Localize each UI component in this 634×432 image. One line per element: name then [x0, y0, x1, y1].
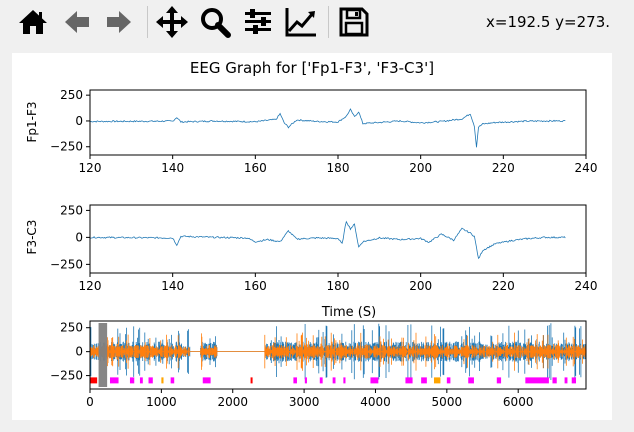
annotation-marker	[468, 377, 474, 384]
fp1-f3-axes	[89, 89, 587, 156]
x-tick-label: 200	[409, 161, 432, 175]
annotation-marker	[139, 377, 143, 384]
annotation-marker	[161, 377, 164, 384]
x-tick-label: 160	[244, 279, 267, 293]
pan-icon[interactable]	[155, 4, 189, 40]
y-tick-label: −250	[50, 369, 83, 383]
annotation-marker	[446, 377, 451, 384]
y-tick-label: 0	[75, 345, 83, 359]
edit-axis-icon[interactable]	[284, 4, 318, 40]
annotation-marker	[148, 377, 153, 384]
toolbar-separator	[147, 6, 148, 38]
x-tick-label: 180	[327, 161, 350, 175]
annotation-marker	[319, 377, 323, 384]
x-tick-label: 3000	[289, 395, 320, 409]
fp1-f3-panel: Fp1-F3 120 140 160 180 200 220 240 250 0 −250	[25, 88, 597, 175]
annotation-marker	[129, 377, 135, 384]
x-tick-label: 5000	[432, 395, 463, 409]
annotation-marker	[170, 377, 175, 384]
y-tick-label: −250	[50, 257, 83, 271]
fp1-f3-trace	[89, 108, 566, 148]
overview-trace-2	[89, 332, 587, 371]
y-tick-label: 250	[60, 321, 83, 335]
annotation-marker	[564, 377, 568, 384]
f3-c3-axes	[89, 204, 587, 274]
fp1-f3-ylabel: Fp1-F3	[25, 101, 39, 142]
x-tick-label: 160	[244, 161, 267, 175]
overview-selection-window[interactable]	[98, 323, 108, 387]
annotation-marker	[202, 377, 211, 384]
x-tick-label: 200	[409, 279, 432, 293]
time-xlabel: Time (S)	[321, 305, 376, 320]
x-tick-label: 220	[492, 161, 515, 175]
y-tick-label: 250	[60, 203, 83, 217]
annotation-marker	[496, 377, 502, 384]
x-tick-label: 4000	[360, 395, 391, 409]
eeg-figure: EEG Graph for ['Fp1-F3', 'F3-C3'] Fp1-F3…	[25, 59, 597, 409]
figure-canvas[interactable]: EEG Graph for ['Fp1-F3', 'F3-C3'] Fp1-F3…	[12, 53, 612, 420]
f3-c3-ylabel: F3-C3	[25, 220, 39, 255]
x-tick-label: 0	[86, 395, 94, 409]
annotation-marker	[525, 377, 549, 384]
annotation-marker	[552, 377, 557, 384]
x-tick-label: 1000	[146, 395, 177, 409]
forward-icon[interactable]	[102, 4, 136, 40]
y-tick-label: 250	[60, 88, 83, 102]
x-tick-label: 240	[575, 161, 598, 175]
annotation-marker	[250, 377, 253, 384]
x-tick-label: 2000	[217, 395, 248, 409]
y-tick-label: 0	[75, 230, 83, 244]
y-tick-label: −250	[50, 140, 83, 154]
overview-axes	[89, 320, 587, 390]
chart-title: EEG Graph for ['Fp1-F3', 'F3-C3']	[190, 59, 434, 77]
x-tick-label: 240	[575, 279, 598, 293]
annotation-marker	[433, 377, 441, 384]
x-tick-label: 140	[161, 279, 184, 293]
annotation-marker	[421, 377, 427, 384]
zoom-icon[interactable]	[198, 4, 232, 40]
toolbar: x=192.5 y=273.	[0, 0, 634, 46]
x-tick-label: 120	[79, 279, 102, 293]
x-tick-label: 6000	[503, 395, 534, 409]
x-tick-label: 220	[492, 279, 515, 293]
configure-subplots-icon[interactable]	[241, 4, 275, 40]
x-tick-label: 140	[161, 161, 184, 175]
cursor-coordinates: x=192.5 y=273.	[486, 13, 610, 31]
back-icon[interactable]	[60, 4, 94, 40]
f3-c3-trace	[90, 220, 566, 260]
x-tick-label: 120	[79, 161, 102, 175]
toolbar-separator	[328, 6, 329, 38]
annotation-marker	[343, 377, 346, 384]
annotation-marker	[109, 377, 119, 384]
annotation-marker	[370, 377, 379, 384]
save-icon[interactable]	[337, 4, 371, 40]
annotation-marker	[90, 377, 98, 384]
y-tick-label: 0	[75, 114, 83, 128]
annotation-marker	[571, 377, 577, 384]
annotation-marker	[332, 377, 336, 384]
annotation-marker	[405, 377, 413, 384]
home-icon[interactable]	[16, 4, 50, 40]
annotation-marker	[304, 377, 307, 384]
f3-c3-panel: F3-C3 120 140 160 180 200 220 240 250 0 −250 Time…	[25, 203, 597, 320]
x-tick-label: 180	[327, 279, 350, 293]
annotation-marker	[293, 377, 297, 384]
